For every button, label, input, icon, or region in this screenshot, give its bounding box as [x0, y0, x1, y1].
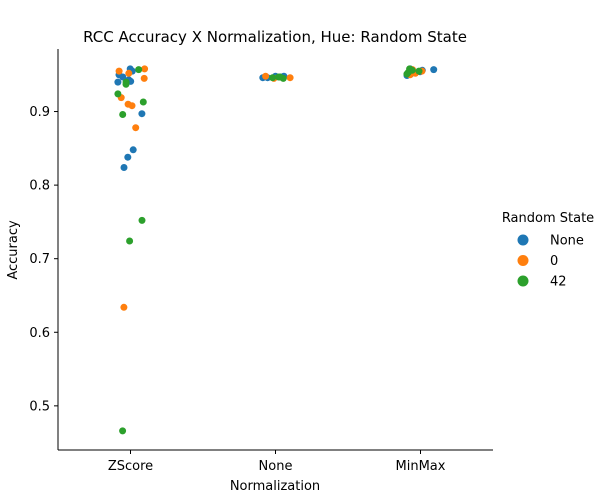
y-tick-label: 0.6: [29, 326, 50, 341]
data-point: [115, 67, 123, 75]
y-axis-title: Accuracy: [6, 220, 21, 280]
data-point: [140, 74, 148, 82]
data-point: [119, 111, 127, 118]
x-tick-label: MinMax: [396, 459, 446, 474]
y-tick-label: 0.7: [29, 252, 50, 267]
legend-title: Random State: [502, 211, 594, 226]
legend-marker: [517, 275, 529, 287]
data-point: [120, 303, 128, 311]
legend-marker: [517, 234, 529, 246]
data-point: [119, 73, 127, 81]
data-point: [269, 74, 277, 82]
data-points: [114, 65, 438, 435]
data-point: [286, 74, 294, 82]
y-tick-label: 0.5: [29, 399, 50, 414]
plot-axes: [57, 49, 493, 451]
data-point: [276, 73, 284, 81]
y-ticks: 0.5 0.6 0.7 0.8 0.9: [29, 105, 58, 414]
data-point: [138, 216, 146, 224]
data-point: [262, 72, 270, 80]
x-tick-label: ZScore: [108, 459, 153, 474]
data-point: [119, 427, 127, 435]
data-point: [129, 146, 137, 154]
data-point: [126, 237, 134, 245]
data-point: [128, 102, 136, 110]
data-point: [141, 65, 149, 73]
data-point: [125, 69, 133, 77]
data-point: [122, 80, 130, 88]
data-point: [138, 110, 146, 118]
chart-title: RCC Accuracy X Normalization, Hue: Rando…: [83, 28, 467, 46]
data-point: [120, 164, 128, 171]
legend-marker: [517, 255, 529, 266]
y-tick-label: 0.9: [29, 105, 50, 120]
x-ticks: ZScore None MinMax: [108, 450, 446, 474]
data-point: [132, 124, 140, 132]
data-point: [114, 78, 122, 86]
data-point: [124, 153, 132, 161]
data-point: [139, 98, 147, 106]
legend-label: 42: [550, 275, 567, 290]
y-tick-label: 0.8: [29, 179, 50, 194]
data-point: [403, 70, 411, 78]
data-point: [430, 66, 438, 74]
data-point: [415, 67, 423, 75]
legend-label: None: [550, 234, 584, 249]
data-point: [135, 66, 143, 74]
x-tick-label: None: [259, 459, 293, 474]
x-axis-title: Normalization: [230, 479, 320, 494]
data-point: [114, 90, 122, 98]
legend: Random State None 0 42: [502, 211, 594, 290]
legend-label: 0: [550, 254, 558, 269]
